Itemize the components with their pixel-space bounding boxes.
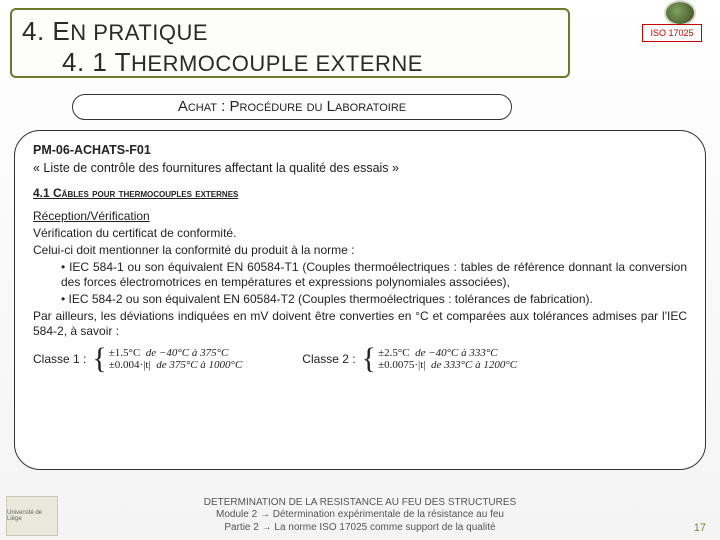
class-row: Classe 1 : { ±1.5°C de −40°C à 375°C ±0.… bbox=[33, 347, 687, 371]
para-2: Celui-ci doit mentionner la conformité d… bbox=[33, 243, 687, 258]
brace-icon: { bbox=[92, 347, 106, 371]
bullet-2: • IEC 584-2 ou son équivalent EN 60584-T… bbox=[33, 292, 687, 307]
c2-r1b: de −40°C à 333°C bbox=[415, 347, 498, 359]
title-2-rest: HERMOCOUPLE EXTERNE bbox=[131, 51, 423, 76]
sub-banner: Achat : Procédure du Laboratoire bbox=[72, 94, 512, 120]
footer-line-2: Module 2 → Détermination expérimentale d… bbox=[0, 509, 720, 522]
para-3: Par ailleurs, les déviations indiquées e… bbox=[33, 309, 687, 339]
page-number: 17 bbox=[694, 522, 706, 534]
class-1: Classe 1 : { ±1.5°C de −40°C à 375°C ±0.… bbox=[33, 347, 242, 371]
class2-label: Classe 2 : bbox=[302, 352, 355, 366]
header-logo bbox=[666, 2, 694, 24]
class2-matrix: { ±2.5°C de −40°C à 333°C ±0.0075·|t| de… bbox=[362, 347, 517, 371]
title-1-prefix: 4. E bbox=[22, 16, 70, 46]
slide: ISO 17025 4. EN PRATIQUE 4. 1 THERMOCOUP… bbox=[0, 0, 720, 540]
c2-r2b: de 333°C à 1200°C bbox=[431, 359, 517, 371]
doc-ref: PM-06-ACHATS-F01 bbox=[33, 143, 687, 159]
footer-line-3: Partie 2 → La norme ISO 17025 comme supp… bbox=[0, 522, 720, 535]
brace-icon: { bbox=[362, 347, 376, 371]
c1-r1a: ±1.5°C bbox=[109, 347, 141, 359]
para-1: Vérification du certificat de conformité… bbox=[33, 226, 687, 241]
footer-line-1: DETERMINATION DE LA RESISTANCE AU FEU DE… bbox=[0, 497, 720, 510]
title-line-2: 4. 1 THERMOCOUPLE EXTERNE bbox=[62, 47, 558, 78]
reception-heading: Réception/Vérification bbox=[33, 209, 150, 223]
title-1-rest: N PRATIQUE bbox=[70, 20, 208, 45]
c1-r2b: de 375°C à 1000°C bbox=[156, 359, 242, 371]
class-2: Classe 2 : { ±2.5°C de −40°C à 333°C ±0.… bbox=[302, 347, 517, 371]
content-box: PM-06-ACHATS-F01 « Liste de contrôle des… bbox=[14, 130, 706, 470]
title-box: 4. EN PRATIQUE 4. 1 THERMOCOUPLE EXTERNE bbox=[10, 8, 570, 78]
c2-r2a: ±0.0075·|t| bbox=[378, 359, 425, 371]
title-2-prefix: 4. 1 T bbox=[62, 47, 131, 77]
c1-r1b: de −40°C à 375°C bbox=[146, 347, 229, 359]
c2-r1a: ±2.5°C bbox=[378, 347, 410, 359]
class1-label: Classe 1 : bbox=[33, 352, 86, 366]
bullet-1: • IEC 584-1 ou son équivalent EN 60584-T… bbox=[33, 260, 687, 290]
section-heading: 4.1 Câbles pour thermocouples externes bbox=[33, 186, 687, 201]
title-line-1: 4. EN PRATIQUE bbox=[22, 16, 558, 47]
class1-matrix: { ±1.5°C de −40°C à 375°C ±0.004·|t| de … bbox=[92, 347, 242, 371]
c1-r2a: ±0.004·|t| bbox=[109, 359, 151, 371]
doc-quote: « Liste de contrôle des fournitures affe… bbox=[33, 161, 687, 177]
iso-badge: ISO 17025 bbox=[642, 24, 702, 42]
footer: DETERMINATION DE LA RESISTANCE AU FEU DE… bbox=[0, 497, 720, 535]
